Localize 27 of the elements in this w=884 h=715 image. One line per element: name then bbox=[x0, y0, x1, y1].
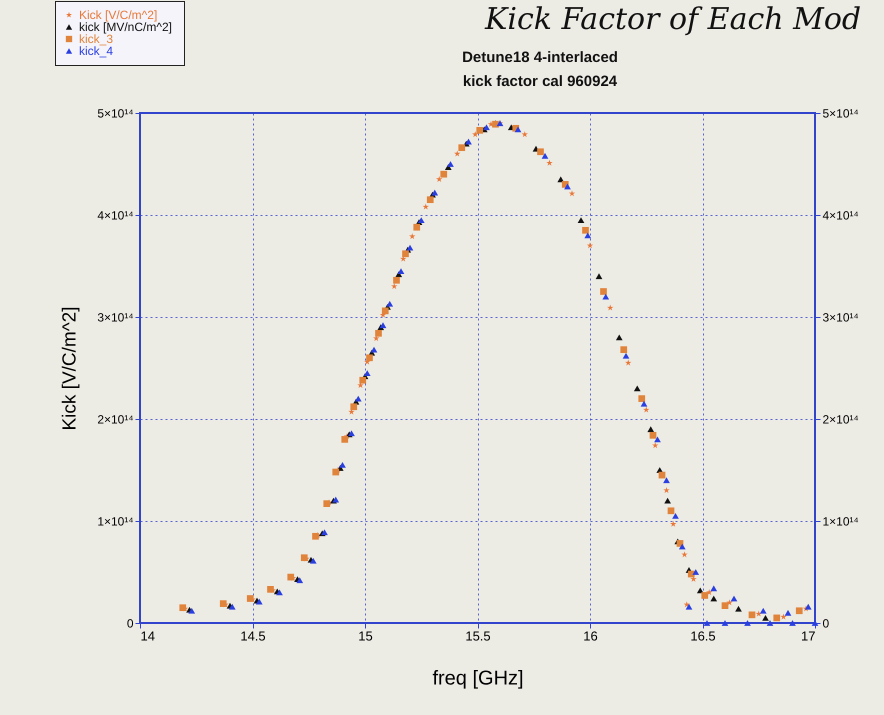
legend-label: kick [MV/nC/m^2] bbox=[79, 20, 172, 34]
x-tick-label: 14.5 bbox=[240, 628, 266, 644]
y-axis-title: Kick [V/C/m^2] bbox=[59, 306, 80, 430]
x-tick-label: 15.5 bbox=[465, 628, 491, 644]
y-tick-label: 5×10¹⁴ bbox=[97, 106, 134, 120]
x-tick-label: 16.5 bbox=[690, 628, 716, 644]
x-tick-label: 14 bbox=[140, 628, 155, 644]
legend-label: kick_4 bbox=[79, 44, 114, 58]
y-tick-label: 0 bbox=[126, 616, 134, 630]
y2-tick-label: 4×10¹⁴ bbox=[822, 208, 859, 222]
y-tick-label: 3×10¹⁴ bbox=[97, 310, 134, 324]
legend-label: kick_3 bbox=[79, 32, 114, 46]
y2-tick-label: 3×10¹⁴ bbox=[822, 310, 859, 324]
x-axis-title: freq [GHz] bbox=[432, 668, 524, 690]
y2-tick-label: 2×10¹⁴ bbox=[822, 412, 859, 426]
y2-tick-label: 1×10¹⁴ bbox=[822, 514, 859, 528]
y-tick-label: 2×10¹⁴ bbox=[97, 412, 134, 426]
y2-tick-label: 5×10¹⁴ bbox=[822, 106, 859, 120]
chart-title: Kick Factor of Each Mod bbox=[484, 2, 862, 37]
x-tick-label: 17 bbox=[801, 628, 816, 644]
x-tick-label: 15 bbox=[358, 628, 373, 644]
y-tick-label: 1×10¹⁴ bbox=[97, 514, 134, 528]
x-tick-label: 16 bbox=[583, 628, 598, 644]
chart-subtitle: Detune18 4-interlaced kick factor cal 960924 bbox=[462, 49, 618, 90]
y-tick-label: 4×10¹⁴ bbox=[97, 208, 134, 222]
legend-label: Kick [V/C/m^2] bbox=[79, 8, 158, 22]
y2-tick-label: 0 bbox=[822, 616, 830, 630]
